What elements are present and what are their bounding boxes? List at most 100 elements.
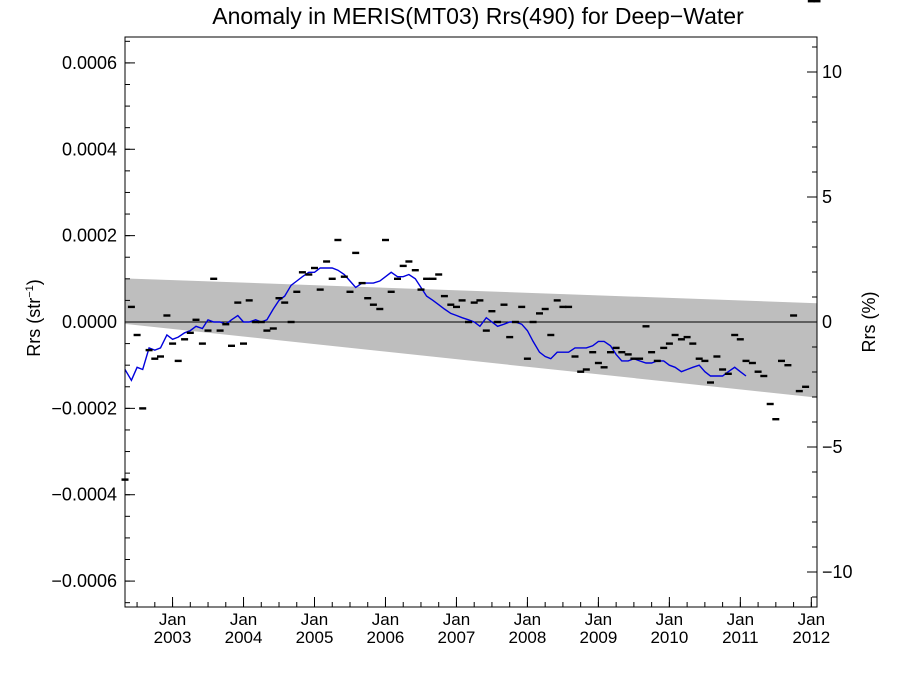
anomaly-marker <box>529 320 537 324</box>
x-tick-month-label: Jan <box>656 610 683 629</box>
y-left-tick-label: 0.0000 <box>62 312 117 332</box>
anomaly-marker <box>369 303 377 306</box>
anomaly-marker <box>642 325 650 328</box>
anomaly-marker <box>234 301 242 304</box>
axes-layer: 0.0006 0.0004 0.0002 0.0000 −0.0002 −0.0004 −0… <box>51 36 853 647</box>
chart-title: Anomaly in MERIS(MT03) Rrs(490) for Deep… <box>212 3 744 29</box>
anomaly-marker <box>257 320 265 324</box>
anomaly-marker <box>228 344 235 347</box>
y-axis-right-label-text: Rrs (%) <box>859 292 879 353</box>
anomaly-marker <box>742 359 750 363</box>
anomaly-marker <box>695 357 703 360</box>
anomaly-marker <box>440 294 448 298</box>
anomaly-marker <box>263 329 271 332</box>
y-left-tick-label: −0.0006 <box>51 571 117 591</box>
anomaly-marker <box>523 357 531 360</box>
anomaly-marker <box>174 359 182 363</box>
anomaly-marker <box>707 381 714 384</box>
anomaly-marker <box>754 370 762 373</box>
anomaly-marker <box>476 299 484 302</box>
y-axis-left-label-close: ) <box>24 279 44 285</box>
x-tick-year-label: 2005 <box>296 628 334 647</box>
uncertainty-band <box>125 278 817 398</box>
anomaly-marker <box>465 320 472 324</box>
anomaly-marker <box>813 0 821 3</box>
anomaly-marker <box>511 320 519 324</box>
x-tick-month-label: Jan <box>159 610 186 629</box>
anomaly-marker <box>565 305 573 309</box>
anomaly-marker <box>311 266 318 270</box>
anomaly-marker <box>447 303 455 306</box>
anomaly-marker <box>589 351 597 354</box>
x-tick-year-label: 2006 <box>367 628 405 647</box>
y-axis-left-label-text: Rrs (str <box>24 298 44 357</box>
x-tick-month-label: Jan <box>727 610 754 629</box>
anomaly-marker <box>216 329 224 332</box>
anomaly-marker <box>653 359 661 363</box>
anomaly-marker <box>281 301 289 304</box>
anomaly-marker <box>210 277 218 280</box>
anomaly-marker <box>387 290 395 293</box>
anomaly-marker <box>198 342 206 345</box>
anomaly-marker <box>648 351 656 354</box>
x-tick-year-label: 2009 <box>579 628 617 647</box>
anomaly-marker <box>536 312 543 315</box>
x-tick-year-label: 2007 <box>438 628 476 647</box>
x-tick-year-label: 2003 <box>154 628 192 647</box>
anomaly-marker <box>736 338 744 341</box>
anomaly-marker <box>181 338 189 341</box>
smoothed-series-layer <box>124 267 747 382</box>
y-left-tick-label: −0.0002 <box>51 398 117 418</box>
y-right-tick-label: −5 <box>822 437 843 457</box>
x-tick-year-label: 2012 <box>792 628 830 647</box>
anomaly-marker <box>500 303 508 306</box>
anomaly-marker <box>665 342 673 345</box>
anomaly-marker <box>571 355 579 358</box>
y-axis-right-label: Rrs (%) <box>859 292 879 353</box>
anomaly-marker <box>677 338 685 341</box>
anomaly-marker <box>494 320 502 324</box>
y-left-tick-label: −0.0004 <box>51 485 117 505</box>
anomaly-marker <box>795 389 803 393</box>
anomaly-marker <box>157 355 164 358</box>
x-tick-year-label: 2011 <box>722 628 759 647</box>
y-left-tick-label: 0.0002 <box>62 226 117 246</box>
anomaly-marker <box>766 402 774 406</box>
anomaly-marker <box>169 342 177 345</box>
anomaly-marker <box>731 333 739 337</box>
anomaly-marker <box>275 297 283 300</box>
anomaly-marker <box>802 385 810 388</box>
y-axis-left-label: Rrs (str−1) <box>24 279 44 357</box>
anomaly-marker <box>577 370 585 373</box>
anomaly-marker <box>133 333 141 337</box>
anomaly-marker <box>192 318 200 321</box>
x-tick-month-label: Jan <box>585 610 612 629</box>
anomaly-marker <box>612 346 620 350</box>
anomaly-marker <box>719 368 727 371</box>
anomaly-marker <box>429 277 437 280</box>
anomaly-marker <box>518 305 526 309</box>
anomaly-marker <box>245 299 253 302</box>
anomaly-marker <box>411 269 419 272</box>
x-tick-month-label: Jan <box>514 610 541 629</box>
monthly-anomaly-layer <box>121 0 821 481</box>
anomaly-marker <box>323 260 331 263</box>
anomaly-marker <box>582 368 590 371</box>
anomaly-marker <box>748 361 756 365</box>
anomaly-marker <box>559 305 567 309</box>
anomaly-marker <box>204 329 212 332</box>
x-tick-month-label: Jan <box>372 610 399 629</box>
anomaly-marker <box>506 335 514 339</box>
anomaly-marker <box>435 273 443 276</box>
anomaly-marker <box>145 348 153 352</box>
anomaly-marker <box>488 310 496 313</box>
anomaly-marker <box>701 359 709 363</box>
anomaly-marker <box>293 290 301 293</box>
anomaly-marker <box>328 277 336 280</box>
anomaly-marker <box>252 320 260 324</box>
anomaly-marker <box>724 372 732 375</box>
anomaly-marker <box>482 329 490 332</box>
anomaly-marker <box>269 327 277 330</box>
y-right-tick-label: 10 <box>822 62 842 82</box>
